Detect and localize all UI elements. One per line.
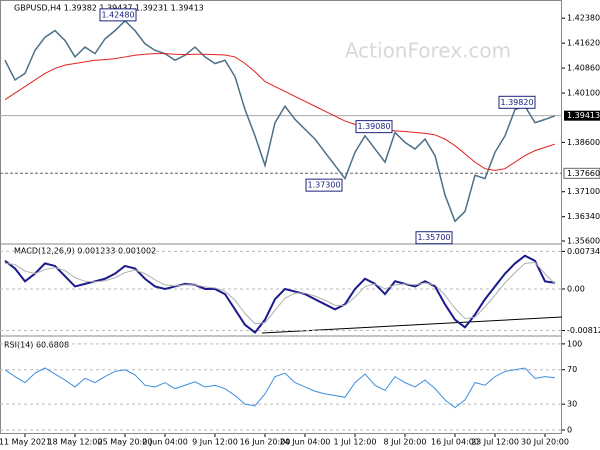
level-label: 1.37660: [567, 169, 600, 178]
y-tick-label: -0.008126: [567, 326, 600, 335]
x-tick-label: 23 Jul 12:00: [471, 438, 519, 447]
series-line: [4, 261, 556, 325]
y-tick-label: 1.38600: [567, 138, 600, 147]
annotation: 1.42480: [101, 10, 134, 19]
y-tick-label: 100: [567, 339, 582, 348]
annotation: 1.39080: [357, 122, 390, 131]
annotation-box: [99, 8, 137, 22]
price-label-box: [564, 110, 600, 121]
y-tick-label: 1.36340: [567, 212, 600, 221]
series-line: [4, 367, 556, 409]
x-tick-label: 2 Jun 04:00: [142, 438, 188, 447]
series-line: [4, 254, 556, 334]
price-label: 1.39413: [567, 111, 600, 120]
y-tick-label: 1.35600: [567, 237, 600, 246]
chart-title: RSI(14) 60.6808: [4, 341, 69, 350]
y-tick-label: 1.40860: [567, 64, 600, 73]
frame: [0, 0, 562, 434]
y-tick-label: 0.007342: [567, 247, 600, 256]
y-tick-label: 0.00: [567, 284, 585, 293]
chart-title: GBPUSD,H4 1.39382 1.39437 1.39231 1.3941…: [14, 4, 204, 13]
x-tick-label: 11 May 2021: [0, 438, 51, 447]
annotation: 1.37300: [307, 181, 340, 190]
x-tick-label: 30 Jul 20:00: [521, 438, 569, 447]
x-tick-label: 16 Jul 04:00: [431, 438, 479, 447]
annotation: 1.35700: [417, 233, 450, 242]
y-tick-label: 1.42380: [567, 14, 600, 23]
annotation: 1.39820: [500, 98, 533, 107]
x-tick-label: 1 Jul 12:00: [334, 438, 377, 447]
annotation-box: [355, 120, 393, 134]
annotation-box: [305, 178, 343, 192]
watermark: ActionForex.com: [345, 39, 511, 63]
x-tick-label: 24 Jun 04:00: [280, 438, 331, 447]
x-tick-label: 25 May 20:00: [98, 438, 153, 447]
x-tick-label: 18 May 12:00: [48, 438, 103, 447]
y-tick-label: 1.37100: [567, 187, 600, 196]
y-tick-label: 70: [567, 365, 577, 374]
y-tick-label: 30: [567, 400, 577, 409]
y-tick-label: 1.40100: [567, 89, 600, 98]
x-tick-label: 16 Jun 20:00: [240, 438, 291, 447]
level-label-box: [563, 167, 600, 179]
annotation-box: [498, 95, 536, 109]
y-tick-label: 0: [567, 425, 572, 434]
x-tick-label: 9 Jun 12:00: [192, 438, 238, 447]
series-line: [4, 53, 556, 171]
x-tick-label: 8 Jul 20:00: [384, 438, 427, 447]
y-tick-label: 1.41620: [567, 39, 600, 48]
annotation-box: [415, 231, 453, 245]
series-line: [4, 19, 556, 223]
